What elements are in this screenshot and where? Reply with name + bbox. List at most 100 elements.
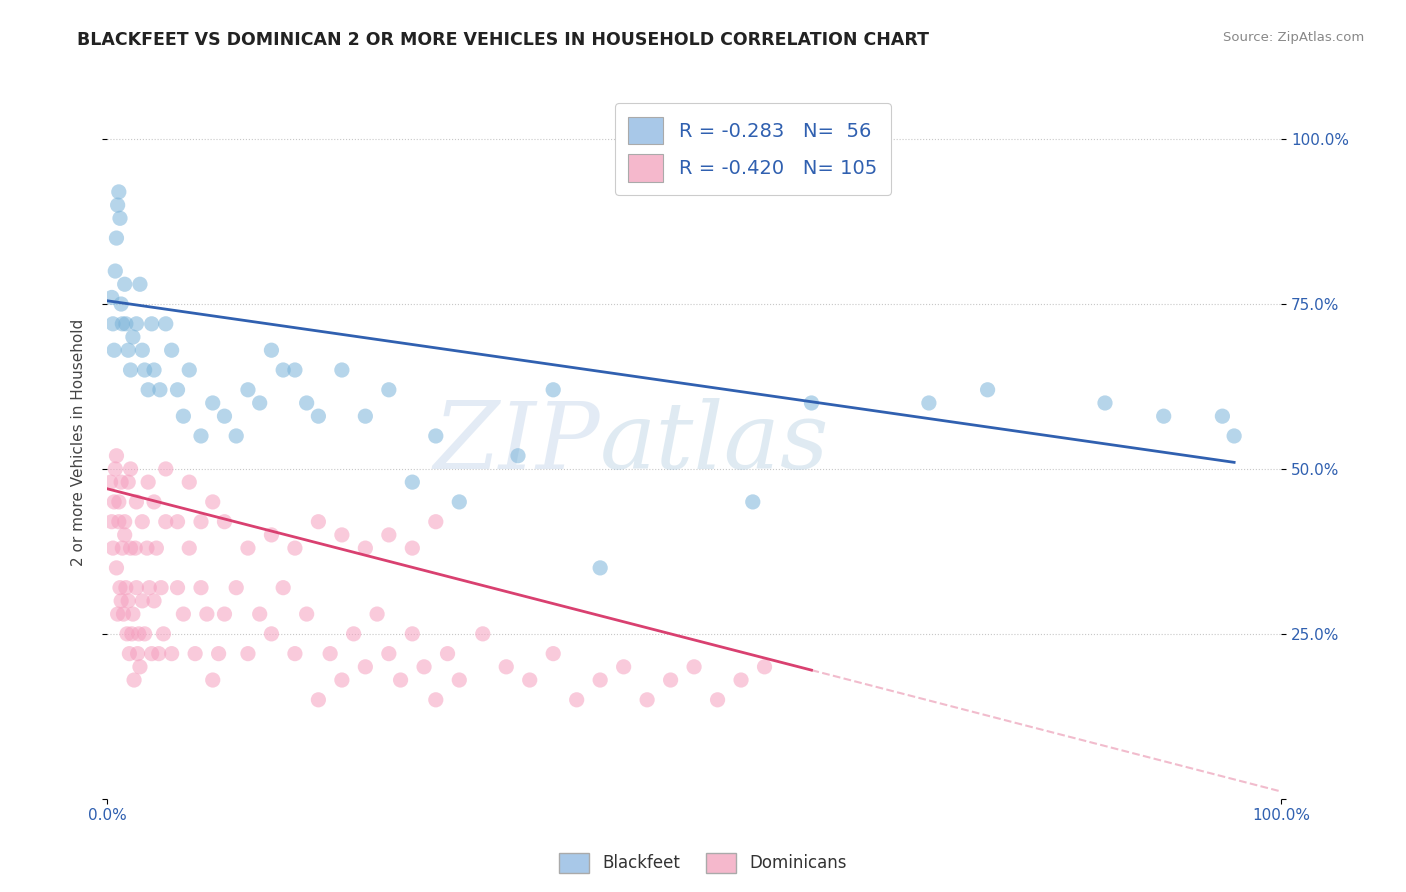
Point [125, 495, 148, 509]
Point [506, 449, 529, 463]
Point [107, 607, 129, 621]
Point [330, 528, 353, 542]
Point [541, 383, 564, 397]
Point [519, 673, 541, 687]
Point [284, 363, 307, 377]
Point [425, 693, 447, 707]
Point [754, 660, 776, 674]
Point [155, 462, 177, 476]
Point [184, 647, 207, 661]
Point [195, 607, 218, 621]
Point [589, 561, 612, 575]
Point [976, 383, 998, 397]
Point [214, 515, 236, 529]
Point [122, 673, 145, 687]
Point [172, 409, 194, 424]
Point [179, 541, 201, 555]
Point [103, 495, 125, 509]
Point [378, 383, 401, 397]
Point [449, 673, 471, 687]
Point [117, 594, 139, 608]
Point [103, 343, 125, 358]
Point [565, 693, 588, 707]
Point [131, 515, 153, 529]
Point [260, 343, 283, 358]
Point [105, 449, 128, 463]
Point [706, 693, 728, 707]
Point [120, 541, 142, 555]
Point [143, 594, 166, 608]
Legend: R = -0.283   N=  56, R = -0.420   N= 105: R = -0.283 N= 56, R = -0.420 N= 105 [614, 103, 891, 195]
Point [111, 317, 134, 331]
Point [589, 673, 612, 687]
Point [471, 627, 494, 641]
Point [201, 495, 224, 509]
Point [307, 693, 329, 707]
Point [179, 363, 201, 377]
Point [201, 673, 224, 687]
Point [148, 647, 170, 661]
Point [108, 581, 131, 595]
Point [330, 673, 353, 687]
Point [401, 475, 423, 490]
Point [236, 541, 259, 555]
Point [284, 541, 307, 555]
Point [131, 343, 153, 358]
Point [110, 594, 132, 608]
Point [124, 541, 146, 555]
Point [155, 317, 177, 331]
Point [115, 627, 138, 641]
Point [129, 277, 152, 292]
Point [160, 647, 183, 661]
Point [225, 581, 247, 595]
Point [225, 429, 247, 443]
Point [613, 660, 636, 674]
Point [425, 429, 447, 443]
Point [249, 607, 271, 621]
Point [166, 581, 188, 595]
Point [120, 462, 142, 476]
Point [166, 515, 188, 529]
Point [389, 673, 412, 687]
Point [343, 627, 366, 641]
Point [125, 317, 148, 331]
Point [190, 581, 212, 595]
Point [100, 475, 122, 490]
Point [138, 581, 160, 595]
Point [117, 343, 139, 358]
Text: ZIP: ZIP [433, 398, 600, 488]
Point [378, 528, 401, 542]
Point [636, 693, 658, 707]
Point [105, 231, 128, 245]
Point [166, 383, 188, 397]
Point [143, 363, 166, 377]
Point [121, 627, 143, 641]
Point [136, 383, 159, 397]
Point [127, 647, 149, 661]
Point [131, 594, 153, 608]
Point [190, 515, 212, 529]
Point [112, 607, 135, 621]
Point [141, 317, 163, 331]
Point [284, 647, 307, 661]
Point [495, 660, 517, 674]
Point [104, 264, 127, 278]
Point [100, 515, 122, 529]
Point [354, 541, 377, 555]
Legend: Blackfeet, Dominicans: Blackfeet, Dominicans [553, 847, 853, 880]
Point [354, 409, 377, 424]
Point [108, 185, 131, 199]
Point [114, 515, 136, 529]
Point [134, 627, 156, 641]
Point [122, 607, 145, 621]
Point [101, 317, 124, 331]
Point [110, 297, 132, 311]
Point [330, 363, 353, 377]
Point [659, 673, 682, 687]
Point [401, 627, 423, 641]
Point [134, 363, 156, 377]
Point [260, 627, 283, 641]
Point [118, 647, 141, 661]
Point [111, 541, 134, 555]
Point [172, 607, 194, 621]
